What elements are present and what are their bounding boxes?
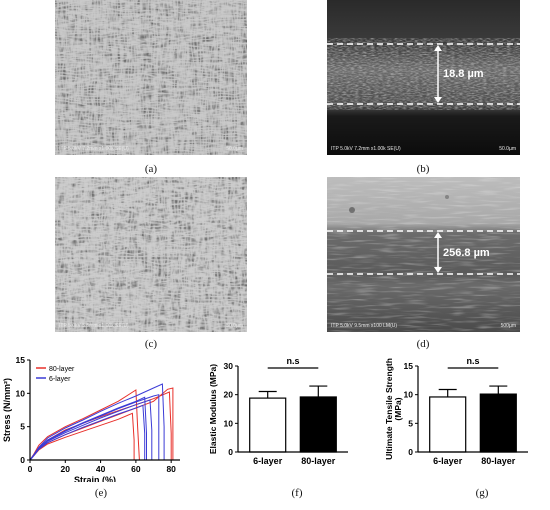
thickness-label-d: 256.8 µm [443,247,490,259]
y-tick-label: 0 [228,447,233,457]
y-axis-label: Elastic Modulus (MPa) [208,364,218,454]
thickness-label-b: 18.8 µm [443,68,484,80]
panel-d: 256.8 µm ITP 5.0kV 9.5mm x100 LM(U) 500µ… [327,177,520,332]
y-tick-label: 5 [408,418,413,428]
scalebar-info-a: ITP 5.0kV 7.2mm x1.00k SE(U) [59,146,129,152]
panel-c: ITP 5.0kV 5.5mm x1.00k SE(U) 50.0µm [55,177,247,332]
y-tick-label: 10 [16,388,26,398]
y-tick-label: 10 [224,418,234,428]
bar-6-layer [249,397,287,453]
panel-label-d: (d) [416,338,430,350]
scalebar-info-b: ITP 5.0kV 7.2mm x1.00k SE(U) [331,146,401,152]
panel-label-e: (e) [94,487,108,499]
scalebar-info-c: ITP 5.0kV 5.5mm x1.00k SE(U) [59,323,129,329]
y-tick-label: 10 [404,390,414,400]
y-axis-label: (MPa) [393,397,403,420]
panel-label-f: (f) [291,487,303,499]
scalebar-value-d: 500µm [500,323,516,329]
x-tick-label: 40 [96,464,106,474]
scalebar-info-d: ITP 5.0kV 9.5mm x100 LM(U) [331,323,398,329]
y-tick-label: 30 [224,361,234,371]
stress-strain-chart: 0 5 10 15 0 20 40 60 80 Strain (%) Stress (N/mm²) 8… [2,355,180,482]
x-tick-label: 6-layer [433,456,463,466]
panel-label-a: (a) [144,163,158,175]
y-tick-label: 15 [16,355,26,365]
arrowhead-icon [434,45,442,103]
panel-b: 18.8 µm ITP 5.0kV 7.2mm x1.00k SE(U) 50.… [327,0,520,155]
significance-label: n.s [466,356,479,366]
significance-label: n.s [286,356,299,366]
bar-80-layer [479,393,517,453]
elastic-modulus-chart: 6-layer 80-layer 0 10 20 30 n.s Elastic Modulus… [208,356,348,466]
panel-label-c: (c) [144,338,158,350]
series-line-6-layer [29,399,153,461]
y-axis-label: Stress (N/mm²) [2,378,12,442]
y-axis-label: Ultimate Tensile Strength [384,358,394,460]
x-tick-label: 0 [28,464,33,474]
x-tick-label: 6-layer [253,456,283,466]
series-line-6-layer [29,383,165,461]
x-tick-label: 80-layer [301,456,336,466]
x-tick-label: 20 [61,464,71,474]
scalebar-value-c: 50.0µm [226,323,243,329]
panel-a: ITP 5.0kV 7.2mm x1.00k SE(U) 50.0µm [55,0,247,155]
y-tick-label: 5 [20,422,25,432]
panel-label-b: (b) [416,163,430,175]
tensile-strength-chart: 6-layer 80-layer 0 5 10 15 n.s Ultimate Tensile… [384,356,528,466]
y-tick-label: 15 [404,361,414,371]
sem-image-b [327,0,520,155]
legend-entry: 80-layer [49,366,75,373]
panel-label-g: (g) [475,487,489,499]
sem-image-c [55,177,247,332]
sem-image-a [55,0,247,155]
y-tick-label: 0 [408,447,413,457]
x-axis-label: Strain (%) [74,475,116,482]
x-tick-label: 60 [131,464,141,474]
series-line-6-layer [29,404,146,461]
legend-entry: 6-layer [49,376,71,383]
sem-image-d [327,177,520,332]
bar-80-layer [299,396,337,453]
y-tick-label: 0 [20,455,25,465]
y-tick-label: 20 [224,390,234,400]
bar-6-layer [429,396,467,453]
x-tick-label: 80-layer [481,456,516,466]
scalebar-value-b: 50.0µm [499,146,516,152]
scalebar-value-a: 50.0µm [226,146,243,152]
x-tick-label: 80 [166,464,176,474]
